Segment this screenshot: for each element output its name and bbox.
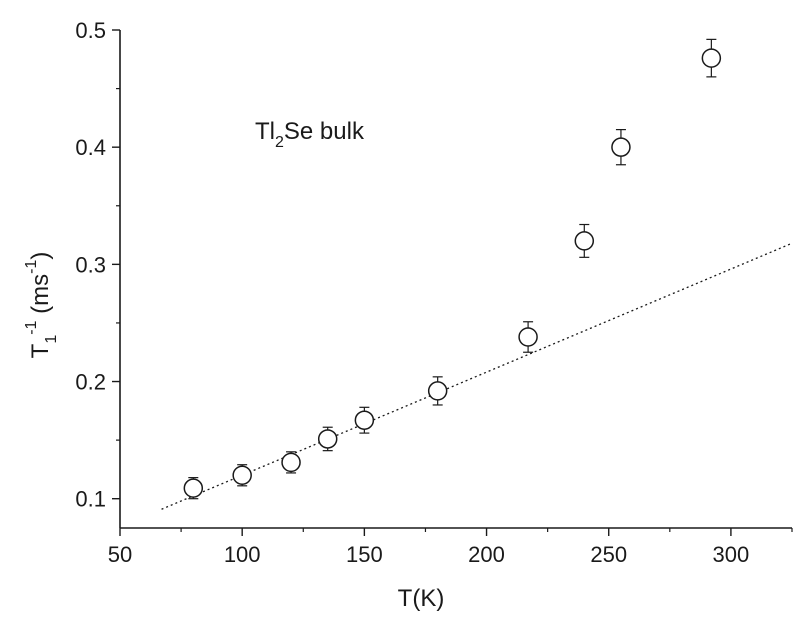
- y-tick-label: 0.4: [75, 135, 106, 160]
- data-point: [427, 381, 448, 401]
- data-point: [518, 327, 538, 347]
- y-tick-label: 0.2: [75, 370, 106, 395]
- data-point: [232, 465, 252, 486]
- x-tick-label: 200: [468, 542, 505, 567]
- y-tick-label: 0.5: [75, 18, 106, 43]
- data-point: [183, 478, 204, 498]
- fit-line: [161, 242, 793, 510]
- x-tick-label: 100: [224, 542, 261, 567]
- data-point: [701, 48, 722, 68]
- x-axis-title: T(K): [398, 585, 445, 612]
- x-tick-label: 150: [346, 542, 383, 567]
- y-tick-label: 0.1: [75, 487, 106, 512]
- data-point: [354, 410, 375, 430]
- data-point: [281, 452, 301, 473]
- axes: 50 100 150 200 250 300 0.1 0.2 0.3 0.4 0.5: [75, 18, 793, 567]
- data-point: [317, 429, 338, 449]
- data-point: [611, 137, 631, 157]
- data-points: [183, 38, 722, 500]
- x-tick-label: 250: [590, 542, 627, 567]
- data-point: [574, 231, 595, 251]
- x-tick-label: 50: [108, 542, 132, 567]
- fit-line-group: [161, 242, 793, 510]
- y-tick-label: 0.3: [75, 252, 106, 277]
- x-tick-label: 300: [713, 542, 750, 567]
- y-axis-title: T1-1 (ms-1): [23, 252, 60, 359]
- annotation-label: Tl2Se bulk: [255, 118, 365, 151]
